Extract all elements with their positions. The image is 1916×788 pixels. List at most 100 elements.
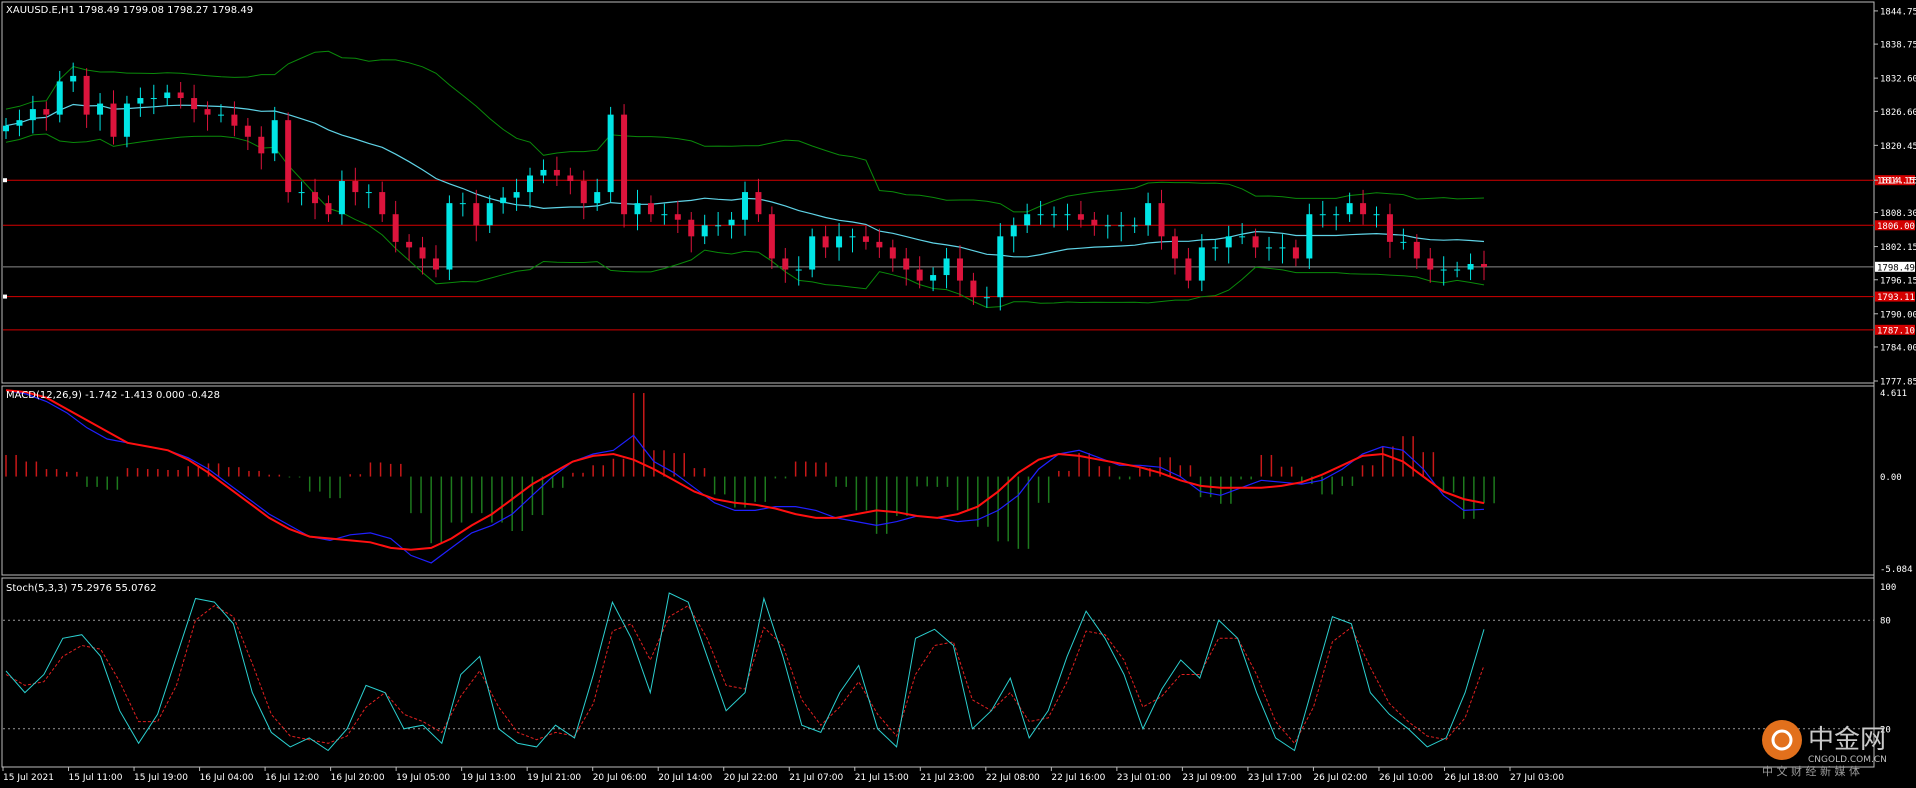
- candle-body: [527, 175, 534, 193]
- stoch-axis-label: 20: [1880, 725, 1891, 735]
- time-tick-label: 22 Jul 16:00: [1051, 773, 1105, 783]
- level-tag: [1875, 291, 1915, 302]
- level-marker: [3, 178, 7, 183]
- candle-body: [1145, 203, 1152, 226]
- candle-body: [634, 203, 641, 215]
- time-tick-label: 23 Jul 09:00: [1182, 773, 1236, 783]
- main-price-layer: [3, 50, 1874, 331]
- time-tick-label: 21 Jul 07:00: [789, 773, 843, 783]
- candle-body: [943, 258, 950, 276]
- candle-body: [513, 192, 520, 198]
- candle-body: [567, 175, 574, 182]
- current-price-label: 1798.49: [1877, 263, 1915, 273]
- candle-body: [29, 109, 36, 121]
- candle-body: [782, 258, 789, 270]
- candle-body: [352, 181, 359, 193]
- candle-body: [822, 236, 829, 248]
- candle-body: [432, 258, 439, 270]
- main-panel-frame: [1, 1, 1875, 384]
- time-tick-label: 20 Jul 06:00: [593, 773, 647, 783]
- candle-body: [621, 114, 628, 215]
- candle-body: [1279, 247, 1286, 249]
- candle-body: [876, 241, 883, 248]
- candle-body: [446, 203, 453, 270]
- candle-body: [970, 280, 977, 298]
- candle-body: [285, 120, 292, 193]
- time-tick-label: 15 Jul 19:00: [134, 773, 188, 783]
- lower-band-line: [5, 133, 1485, 309]
- stoch-axis-label: 100: [1880, 583, 1896, 593]
- price-tick-label: 1802.15: [1880, 243, 1916, 253]
- candle-body: [674, 214, 681, 220]
- time-tick-label: 19 Jul 13:00: [462, 773, 516, 783]
- candle-body: [607, 114, 614, 193]
- candle-body: [473, 203, 480, 226]
- candle-body: [715, 225, 722, 227]
- level-tag: [1875, 220, 1915, 231]
- candle-body: [164, 92, 171, 99]
- level-label: 1793.11: [1877, 293, 1915, 303]
- macd-axis-label: 4.611: [1880, 389, 1907, 399]
- candle-body: [204, 109, 211, 115]
- candle-body: [889, 247, 896, 259]
- price-tick-label: 1814.15: [1880, 177, 1916, 187]
- time-tick-label: 21 Jul 23:00: [920, 773, 974, 783]
- stoch-header: Stoch(5,3,3) 75.2976 55.0762: [6, 583, 157, 594]
- candle-body: [1333, 214, 1340, 216]
- candle-body: [56, 81, 63, 115]
- candle-body: [1360, 203, 1367, 215]
- candle-body: [594, 192, 601, 204]
- candle-body: [1481, 264, 1487, 267]
- price-tick-label: 1784.00: [1880, 343, 1916, 353]
- candle-body: [1454, 269, 1461, 271]
- candle-body: [392, 214, 399, 242]
- level-tag: [1875, 175, 1915, 186]
- candle-body: [338, 181, 345, 215]
- time-tick-label: 22 Jul 08:00: [986, 773, 1040, 783]
- candle-body: [1104, 225, 1111, 227]
- time-tick-label: 20 Jul 22:00: [724, 773, 778, 783]
- candle-body: [150, 98, 157, 100]
- candle-body: [701, 225, 708, 237]
- level-label: 1806.00: [1877, 222, 1915, 232]
- upper-band-line: [5, 50, 1485, 213]
- macd-axis-label: -5.084: [1880, 565, 1913, 575]
- level-label: 1787.10: [1877, 326, 1915, 336]
- candle-body: [123, 103, 130, 137]
- time-tick-label: 15 Jul 2021: [3, 773, 54, 783]
- candle-body: [419, 247, 426, 259]
- candle-body: [1266, 247, 1273, 249]
- candle-body: [755, 192, 762, 215]
- cngold-logo-icon: [1762, 720, 1802, 760]
- main-header: XAUUSD.E,H1 1798.49 1799.08 1798.27 1798…: [6, 5, 253, 16]
- candle-body: [1413, 241, 1420, 259]
- macd-line: [5, 389, 1485, 564]
- candle-body: [1212, 247, 1219, 249]
- candle-body: [1185, 258, 1192, 281]
- candle-body: [1037, 214, 1044, 216]
- watermark-sub: 中 文 财 经 新 媒 体: [1762, 764, 1860, 778]
- candle-body: [553, 169, 560, 176]
- candle-body: [1171, 236, 1178, 259]
- time-tick-label: 26 Jul 10:00: [1379, 773, 1433, 783]
- candle-body: [1346, 203, 1353, 215]
- candle-body: [916, 269, 923, 281]
- candle-body: [365, 192, 372, 194]
- candle-body: [43, 109, 50, 115]
- candle-body: [271, 120, 278, 154]
- candle-body: [1091, 219, 1098, 226]
- candle-body: [809, 236, 816, 270]
- candle-body: [956, 258, 963, 281]
- candle-body: [742, 192, 748, 220]
- candle-body: [1064, 214, 1071, 216]
- time-tick-label: 21 Jul 15:00: [855, 773, 909, 783]
- candle-body: [862, 236, 869, 242]
- time-tick-label: 16 Jul 20:00: [331, 773, 385, 783]
- macd-signal-line: [5, 389, 1485, 551]
- candle-body: [768, 214, 775, 259]
- price-tick-label: 1796.15: [1880, 276, 1916, 286]
- candle-body: [1118, 225, 1125, 227]
- candle-body: [1252, 236, 1259, 248]
- candle-body: [728, 219, 735, 226]
